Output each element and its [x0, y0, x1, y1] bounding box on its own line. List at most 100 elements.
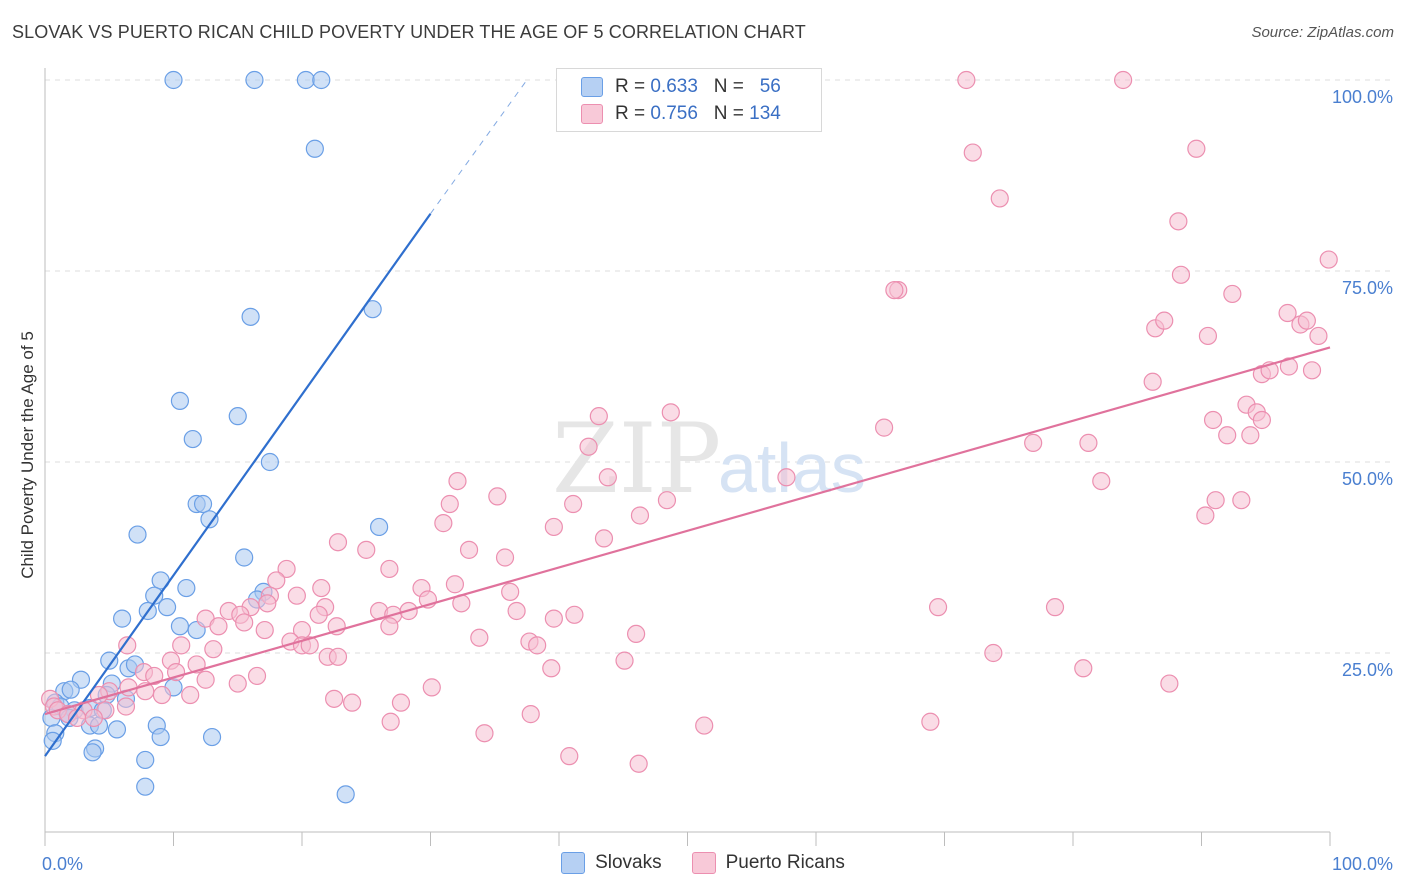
data-point — [107, 720, 127, 739]
data-point — [183, 429, 202, 449]
data-point — [488, 487, 507, 506]
data-point — [370, 517, 389, 537]
data-point — [84, 708, 103, 728]
data-point — [43, 731, 62, 750]
data-point — [885, 281, 904, 300]
data-point — [928, 598, 948, 617]
data-point — [1079, 433, 1098, 452]
data-point — [875, 418, 894, 437]
correlation-legend: R = 0.633 N = 56 R = 0.756 N = 134 — [556, 68, 822, 132]
data-point — [630, 506, 650, 525]
data-point — [235, 613, 254, 632]
data-point — [241, 307, 260, 326]
data-point — [116, 697, 136, 716]
data-point — [695, 716, 714, 735]
data-point — [963, 143, 982, 162]
trend-line-puerto-ricans — [44, 346, 1331, 716]
legend-swatch-puerto-ricans — [691, 852, 716, 874]
data-point — [1252, 410, 1271, 430]
legend-r-value: 0.756 — [650, 103, 698, 124]
trend-line-slovaks — [44, 213, 432, 757]
data-point — [328, 647, 348, 666]
legend-swatch-slovaks — [561, 852, 586, 874]
data-point — [459, 540, 479, 559]
data-point — [336, 785, 355, 804]
data-point — [112, 609, 132, 628]
legend-n-value: 56 — [759, 76, 781, 97]
data-point — [626, 624, 646, 644]
data-point — [255, 620, 274, 640]
legend-r-value: 0.633 — [650, 76, 698, 97]
data-point — [202, 727, 222, 747]
trend-line-extension — [430, 79, 528, 214]
gridlines — [45, 79, 1392, 654]
data-point — [957, 70, 976, 90]
data-point — [440, 494, 459, 514]
data-point — [990, 189, 1009, 208]
data-point — [267, 571, 286, 590]
data-point — [1309, 326, 1328, 346]
data-point — [544, 609, 563, 628]
data-point — [363, 300, 382, 319]
x-tick-label-min: 0.0% — [42, 854, 83, 874]
data-point — [1302, 361, 1322, 380]
data-point — [228, 407, 247, 426]
data-point — [325, 689, 344, 708]
x-tick-label-max: 100.0% — [1332, 854, 1393, 874]
data-point — [296, 70, 315, 90]
data-point — [1278, 303, 1297, 323]
data-point — [1024, 433, 1043, 452]
data-point — [1143, 372, 1162, 391]
data-point — [1297, 311, 1316, 330]
data-point — [119, 678, 138, 697]
data-point — [204, 640, 223, 659]
data-point — [657, 491, 677, 510]
data-point — [629, 754, 648, 773]
data-point — [305, 139, 324, 158]
data-point — [170, 391, 190, 410]
data-point — [245, 70, 264, 90]
data-point — [1171, 265, 1191, 284]
data-point — [1203, 410, 1223, 430]
data-point — [177, 578, 196, 598]
data-point — [445, 575, 465, 594]
data-point — [357, 540, 376, 559]
data-point — [521, 705, 540, 724]
data-point — [1218, 426, 1237, 445]
data-point — [1241, 426, 1260, 445]
legend-label-slovaks: Slovaks — [595, 852, 662, 873]
data-point — [145, 666, 164, 686]
data-point — [157, 598, 177, 617]
data-point — [247, 666, 267, 686]
data-point — [100, 651, 119, 670]
data-point — [501, 582, 520, 601]
data-point — [661, 403, 680, 422]
data-point — [1198, 326, 1218, 346]
data-point — [181, 685, 200, 705]
data-point — [136, 750, 155, 770]
data-point — [151, 727, 170, 747]
data-point — [542, 659, 561, 678]
legend-swatch-puerto-ricans — [581, 104, 603, 124]
data-point — [495, 548, 515, 567]
data-point — [777, 468, 796, 487]
legend-n-label: N = — [713, 76, 744, 97]
trend-lines — [44, 79, 1331, 757]
legend-item-slovaks[interactable]: Slovaks — [561, 852, 662, 874]
data-point — [380, 559, 399, 579]
data-point — [287, 586, 306, 605]
data-point — [193, 494, 213, 514]
data-point — [196, 670, 215, 689]
y-tick-label: 100.0% — [1332, 87, 1393, 107]
data-point — [170, 617, 190, 636]
legend-n-value: 134 — [749, 103, 781, 124]
axis-labels: 25.0% 50.0% 75.0% 100.0% 0.0% 100.0% Child Pov… — [18, 87, 1393, 874]
watermark-atlas: atlas — [718, 429, 866, 507]
data-point — [391, 693, 411, 712]
data-point — [1155, 311, 1174, 330]
legend-item-puerto-ricans[interactable]: Puerto Ricans — [691, 852, 845, 874]
data-point — [235, 548, 254, 567]
data-point — [381, 712, 400, 731]
data-point — [1160, 674, 1179, 693]
